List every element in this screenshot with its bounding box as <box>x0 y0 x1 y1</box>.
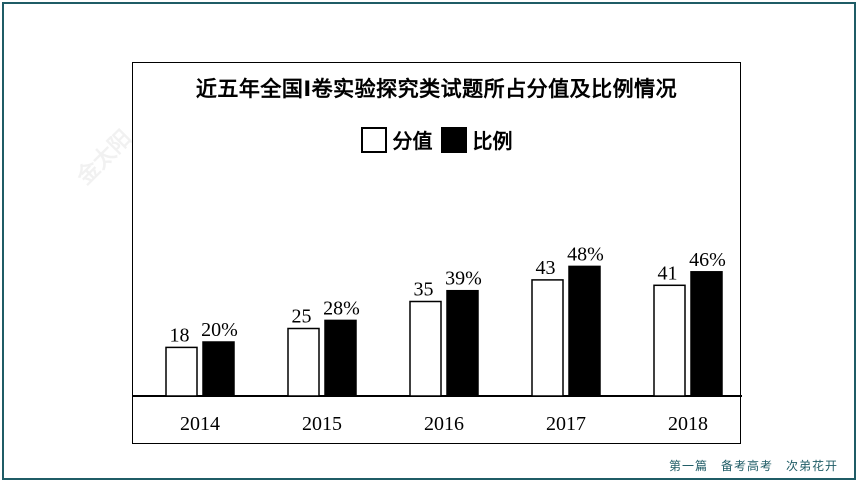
x-tick-label-2014: 2014 <box>180 413 220 435</box>
footer-text: 第一篇 备考高考 次弟花开 <box>668 459 838 473</box>
bar-ratio-2015 <box>324 319 357 397</box>
bar-ratio-2017 <box>568 265 601 397</box>
data-label-score-2015: 25 <box>292 306 312 328</box>
bar-score-2018 <box>653 284 686 397</box>
legend: 分值 比例 <box>133 125 740 154</box>
legend-swatch-ratio <box>440 126 467 153</box>
bar-score-2017 <box>531 279 564 397</box>
plot-area: 18 20% 2014 25 28% 2015 35 39% 2016 43 48% 2017 41 46… <box>133 243 742 435</box>
data-label-ratio-2017: 48% <box>567 243 604 265</box>
bar-ratio-2018 <box>690 271 723 397</box>
legend-label-score: 分值 <box>392 129 433 153</box>
x-tick-label-2017: 2017 <box>546 413 586 435</box>
x-tick-label-2016: 2016 <box>424 413 464 435</box>
legend-item-score: 分值 <box>360 125 433 154</box>
bar-score-2016 <box>409 300 442 397</box>
data-label-score-2018: 41 <box>658 262 678 284</box>
data-label-ratio-2014: 20% <box>201 319 238 341</box>
x-tick-label-2015: 2015 <box>302 413 342 435</box>
legend-swatch-score <box>360 126 387 153</box>
chart-container: 近五年全国Ⅰ卷实验探究类试题所占分值及比例情况 分值 比例 18 20% 2014 2… <box>132 62 742 444</box>
bar-score-2015 <box>287 327 320 397</box>
data-label-score-2016: 35 <box>414 279 434 301</box>
data-label-ratio-2018: 46% <box>689 249 726 271</box>
data-label-score-2017: 43 <box>536 257 556 279</box>
data-label-ratio-2016: 39% <box>445 268 482 290</box>
bar-ratio-2014 <box>202 341 235 397</box>
legend-item-ratio: 比例 <box>440 125 513 154</box>
bar-score-2014 <box>165 346 198 397</box>
data-label-ratio-2015: 28% <box>323 297 360 319</box>
legend-label-ratio: 比例 <box>472 129 513 153</box>
chart-title: 近五年全国Ⅰ卷实验探究类试题所占分值及比例情况 <box>195 77 678 101</box>
data-label-score-2014: 18 <box>170 324 190 346</box>
x-tick-label-2018: 2018 <box>668 413 708 435</box>
bar-ratio-2016 <box>446 289 479 397</box>
